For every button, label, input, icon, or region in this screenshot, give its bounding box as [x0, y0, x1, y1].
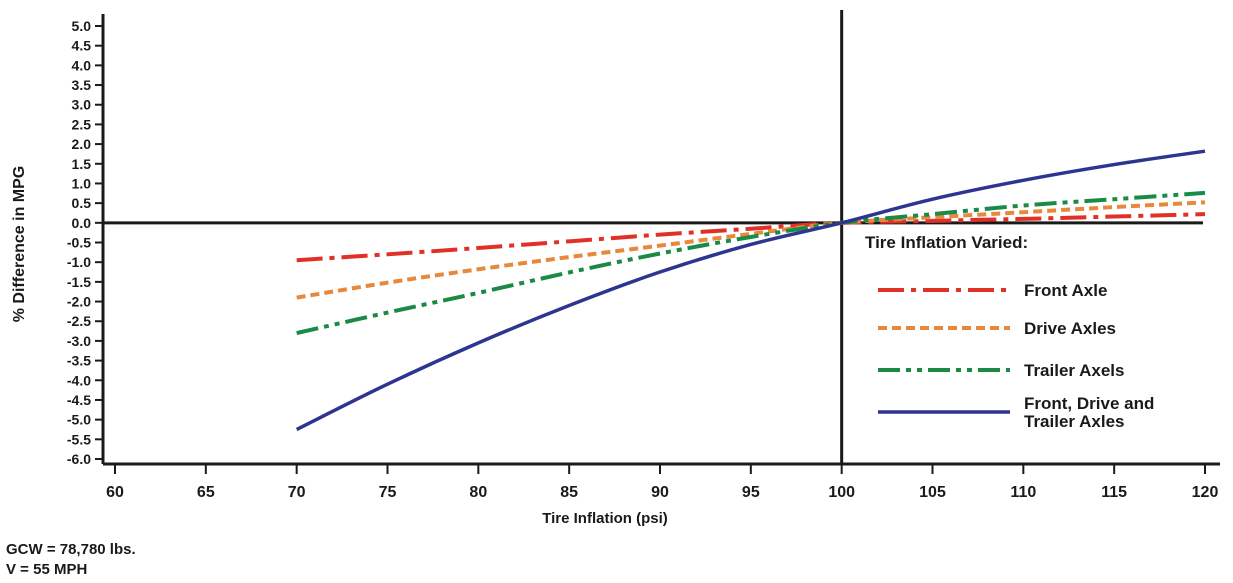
- y-tick-label: -3.0: [67, 333, 91, 349]
- x-tick-label: 80: [469, 484, 487, 501]
- y-tick-label: 0.5: [72, 195, 92, 211]
- legend-label: Trailer Axles: [1024, 412, 1125, 431]
- legend: Tire Inflation Varied: Front Axle Drive A…: [865, 233, 1154, 431]
- y-tick-label: 1.5: [72, 156, 92, 172]
- gcw-note: GCW = 78,780 lbs.: [6, 541, 136, 558]
- x-axis-label: Tire Inflation (psi): [542, 510, 668, 527]
- series-line-front-drive-and-trailer-axles: [295, 149, 1206, 432]
- axes-group: 5.0 4.5 4.0 3.5 3.0 2.5 2.0 1.5 1.0 0.5 0.0 -0.5 -1.…: [67, 10, 1220, 501]
- y-tick-label: -1.0: [67, 254, 91, 270]
- series-group: [295, 149, 1206, 432]
- y-tick-label: -2.0: [67, 294, 91, 310]
- legend-label: Front, Drive and: [1024, 394, 1154, 413]
- y-tick-label: 1.0: [72, 175, 92, 191]
- x-tick-label: 100: [828, 484, 855, 501]
- y-tick-label: -4.0: [67, 372, 91, 388]
- x-tick-label: 65: [197, 484, 215, 501]
- y-tick-label: -0.5: [67, 235, 91, 251]
- speed-note: V = 55 MPH: [6, 561, 87, 578]
- y-tick-label: -3.5: [67, 353, 91, 369]
- series-line-front-axle: [296, 212, 1206, 263]
- y-tick-label: 3.5: [72, 77, 92, 93]
- legend-label: Drive Axles: [1024, 319, 1116, 338]
- y-tick-label: -5.5: [67, 431, 91, 447]
- legend-label: Trailer Axels: [1024, 361, 1125, 380]
- y-tick-label: 5.0: [72, 18, 92, 34]
- x-tick-label: 60: [106, 484, 124, 501]
- series-line-trailer-axels: [296, 190, 1206, 335]
- x-tick-label: 120: [1192, 484, 1219, 501]
- legend-title: Tire Inflation Varied:: [865, 233, 1028, 252]
- x-tick-label: 95: [742, 484, 760, 501]
- y-tick-label: 4.5: [72, 38, 92, 54]
- y-tick-label: 3.0: [72, 97, 92, 113]
- x-tick-label: 75: [379, 484, 397, 501]
- y-axis-label: % Difference in MPG: [11, 166, 28, 322]
- x-tick-label: 70: [288, 484, 306, 501]
- x-tick-label: 105: [919, 484, 946, 501]
- y-tick-label: 2.5: [72, 116, 92, 132]
- y-tick-label: -6.0: [67, 451, 91, 467]
- series-line-drive-axles: [296, 200, 1206, 300]
- x-tick-label: 90: [651, 484, 669, 501]
- legend-label: Front Axle: [1024, 281, 1107, 300]
- y-tick-label: -5.0: [67, 412, 91, 428]
- y-tick-label: -1.5: [67, 274, 91, 290]
- y-tick-label: -4.5: [67, 392, 91, 408]
- y-tick-label: 4.0: [72, 57, 92, 73]
- x-tick-label: 110: [1010, 484, 1036, 501]
- y-tick-label: -2.5: [67, 313, 91, 329]
- y-tick-label: 0.0: [72, 215, 92, 231]
- y-tick-label: 2.0: [72, 136, 92, 152]
- x-tick-label: 115: [1101, 484, 1127, 501]
- x-tick-label: 85: [560, 484, 578, 501]
